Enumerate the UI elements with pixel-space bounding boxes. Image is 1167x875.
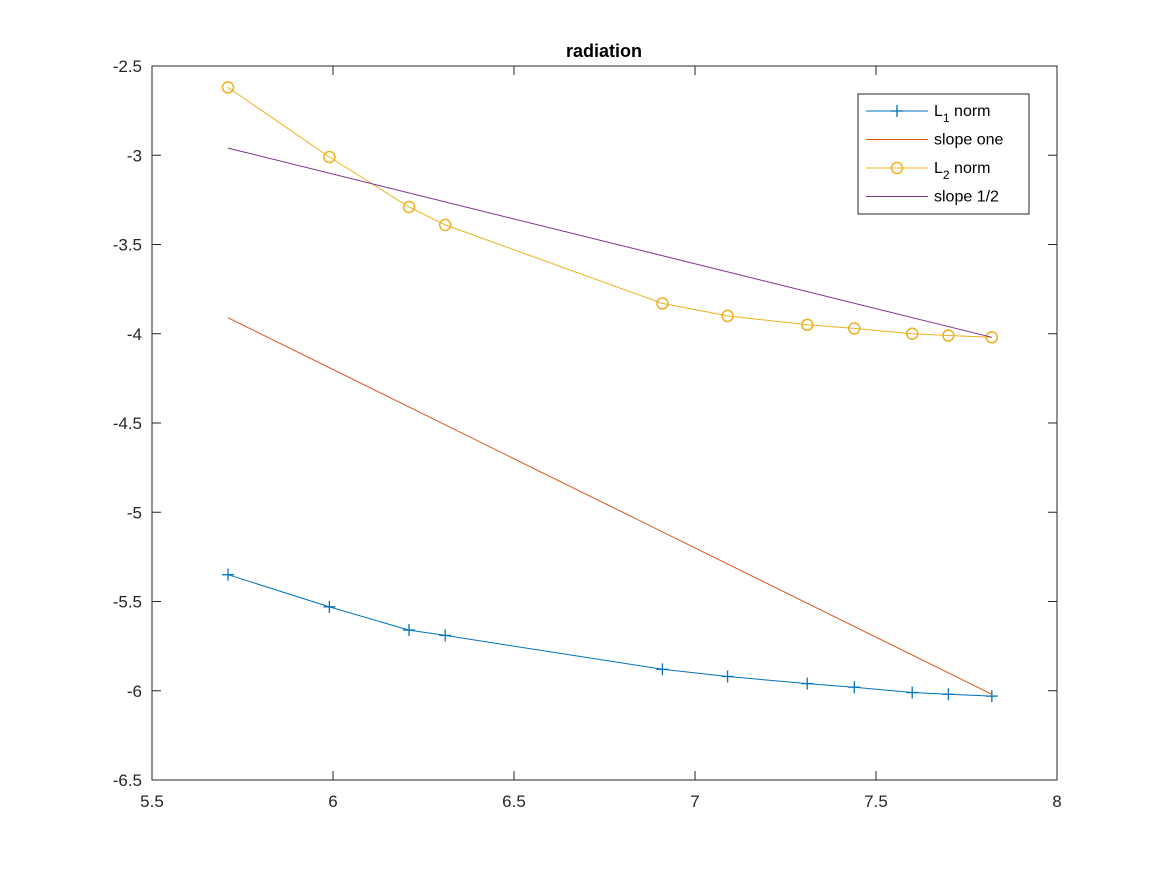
x-tick-label: 6.5 xyxy=(502,792,526,811)
legend-label: L1 norm xyxy=(934,103,991,125)
ticks-layer: 5.5 6 6.5 7 7.5 8 -2.5 -3 -3.5 -4 -4.5 -5 -5.5 -6 -6.5 xyxy=(113,57,1062,811)
data-point-l1-norm xyxy=(222,568,235,581)
data-point-l1-norm xyxy=(721,670,734,683)
y-tick-label: -4.5 xyxy=(113,414,142,433)
x-tick-label: 6 xyxy=(328,792,337,811)
data-point-l1-norm xyxy=(439,629,452,642)
data-point-l2-norm xyxy=(800,318,814,332)
legend-item-l2-norm: L2 norm xyxy=(866,160,991,182)
chart-title: radiation xyxy=(566,41,642,61)
x-tick-label: 7 xyxy=(690,792,699,811)
y-tick-label: -6 xyxy=(127,682,142,701)
legend-label-subscript: 1 xyxy=(943,111,950,125)
data-point-l2-norm xyxy=(942,329,955,342)
data-point-l2-norm xyxy=(438,218,452,232)
y-tick-label: -3.5 xyxy=(113,236,142,255)
data-point-l2-norm xyxy=(721,309,734,323)
data-point-l1-norm xyxy=(942,688,955,701)
y-tick-label: -5.5 xyxy=(113,593,142,612)
x-tick-label: 7.5 xyxy=(864,792,888,811)
data-point-l2-norm xyxy=(221,81,235,94)
legend-item-slope-one: slope one xyxy=(866,132,1003,149)
data-point-l2-norm xyxy=(905,327,919,340)
data-point-l1-norm xyxy=(848,681,861,694)
legend-item-slope-1-2: slope 1/2 xyxy=(866,189,999,206)
legend-label-subscript: 2 xyxy=(943,168,950,182)
legend-item-l1-norm: L1 norm xyxy=(866,103,991,125)
data-point-l1-norm xyxy=(801,677,814,690)
legend-label-rest: norm xyxy=(950,160,991,177)
legend-label-rest: norm xyxy=(950,103,991,120)
legend-box xyxy=(857,93,1030,215)
data-point-l1-norm xyxy=(403,624,416,637)
legend-label: slope one xyxy=(934,132,1003,149)
legend-swatch-marker xyxy=(890,161,904,175)
data-point-l2-norm xyxy=(402,200,416,214)
y-tick-label: -3 xyxy=(127,146,142,165)
x-tick-label: 8 xyxy=(1052,792,1061,811)
legend-label-base: L xyxy=(934,160,943,177)
data-point-l2-norm xyxy=(323,150,336,164)
y-tick-label: -2.5 xyxy=(113,57,142,76)
series-l2-norm xyxy=(221,81,999,344)
data-point-l2-norm xyxy=(985,331,999,344)
series-line-slope-1-2 xyxy=(227,147,992,338)
series-line-l2-norm xyxy=(227,86,992,338)
series-line-slope-one xyxy=(227,317,993,695)
y-tick-label: -5 xyxy=(127,503,142,522)
series-layer xyxy=(221,81,999,703)
data-point-l1-norm xyxy=(985,690,998,703)
data-point-l2-norm xyxy=(656,297,669,310)
y-tick-label: -6.5 xyxy=(113,771,142,790)
legend-label: slope 1/2 xyxy=(934,189,999,206)
legend-label: L2 norm xyxy=(934,160,991,182)
legend-label-base: L xyxy=(934,103,943,120)
data-point-l1-norm xyxy=(656,663,669,676)
y-tick-label: -4 xyxy=(127,325,142,344)
x-tick-label: 5.5 xyxy=(140,792,164,811)
legend-swatch-marker xyxy=(891,105,903,117)
series-slope-1-2 xyxy=(227,147,992,338)
series-slope-one xyxy=(227,317,993,695)
data-point-l2-norm xyxy=(848,322,861,335)
series-l1-norm xyxy=(222,568,998,703)
data-point-l1-norm xyxy=(906,686,919,699)
data-point-l1-norm xyxy=(323,600,336,613)
